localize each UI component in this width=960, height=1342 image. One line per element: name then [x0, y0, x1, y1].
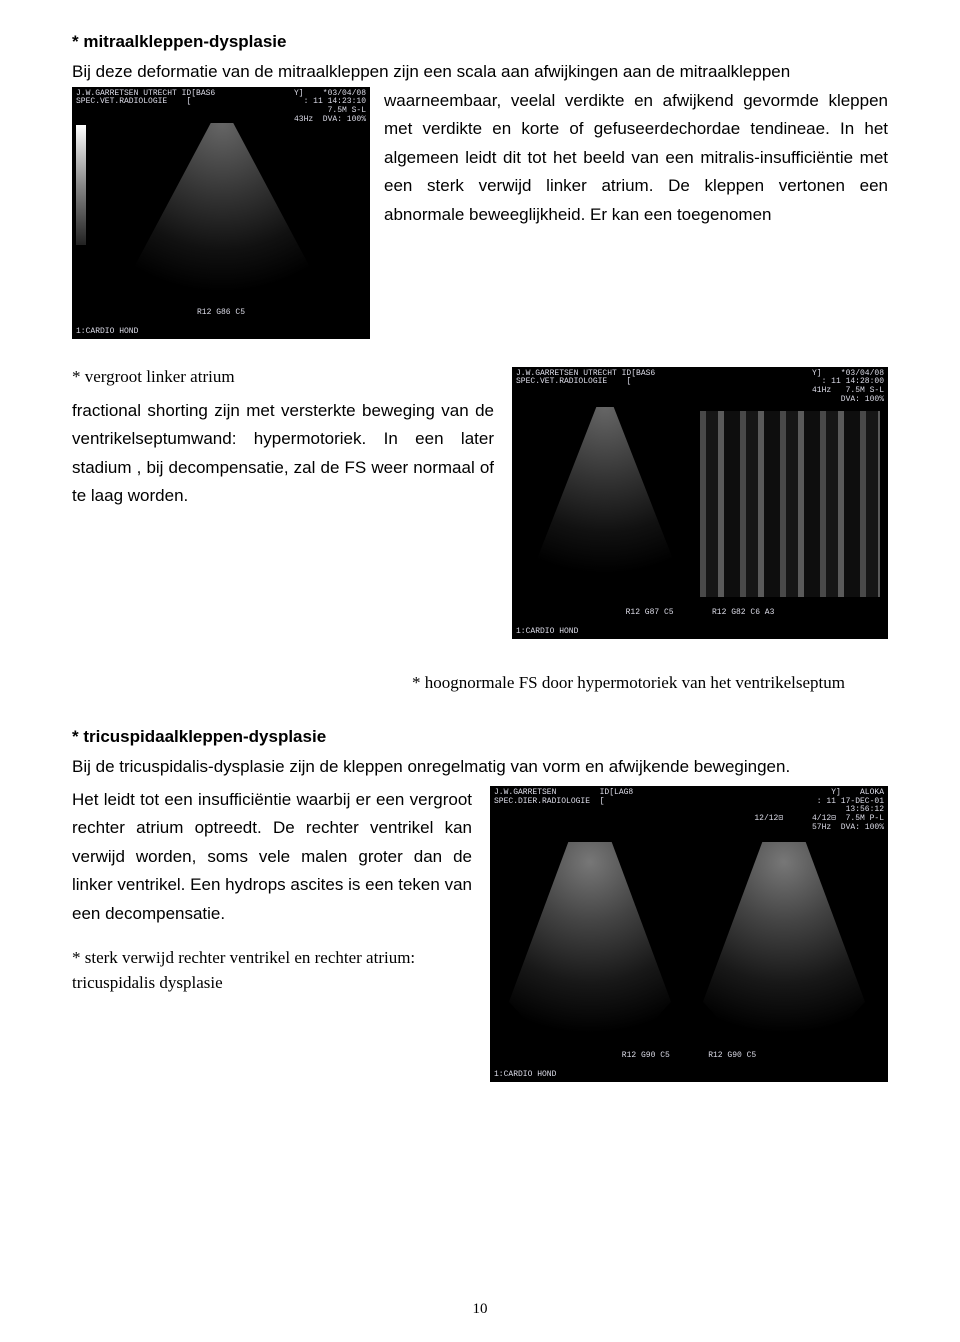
caption-hoognormale-fs: * hoognormale FS door hypermotoriek van … [412, 671, 888, 696]
caption-vergroot-atrium: * vergroot linker atrium [72, 367, 494, 387]
left-column-2: * vergroot linker atrium fractional shor… [72, 367, 494, 511]
paragraph-right-1: waarneembaar, veelal verdikte en afwijke… [384, 87, 888, 230]
paragraph-left-3: Het leidt tot een insufficiëntie waarbij… [72, 786, 472, 929]
heading-mitraalkleppen: * mitraalkleppen-dysplasie [72, 32, 888, 52]
ultrasound-cone-1 [112, 123, 332, 303]
page-number: 10 [473, 1301, 488, 1318]
ultrasound-image-1: J.W.GARRETSEN UTRECHT ID[BAS6 SPEC.VET.R… [72, 87, 370, 339]
caption-verwijd-ventrikel: * sterk verwijd rechter ventrikel en rec… [72, 946, 472, 995]
ultrasound-header-3: J.W.GARRETSEN ID[LAG8 SPEC.DIER.RADIOLOG… [494, 789, 884, 833]
heading-tricuspidaalkleppen: * tricuspidaalkleppen-dysplasie [72, 727, 888, 747]
ultrasound-footer-2: 1:CARDIO HOND [516, 627, 578, 636]
ultrasound-header-2: J.W.GARRETSEN UTRECHT ID[BAS6 SPEC.VET.R… [516, 370, 884, 405]
left-column-3: Het leidt tot een insufficiëntie waarbij… [72, 786, 472, 996]
ultrasound-header-left-2: J.W.GARRETSEN UTRECHT ID[BAS6 SPEC.VET.R… [516, 370, 655, 405]
row-image-text-3: Het leidt tot een insufficiëntie waarbij… [72, 786, 888, 1082]
ultrasound-gain-label-2: R12 G87 C5 R12 G82 C6 A3 [626, 608, 775, 617]
ultrasound-header-right-3: Y] ALOKA : 11 17-DEC-01 13:56:12 12/12⊡ … [754, 789, 884, 833]
mmode-panel [700, 411, 880, 597]
ultrasound-image-3: J.W.GARRETSEN ID[LAG8 SPEC.DIER.RADIOLOG… [490, 786, 888, 1082]
ultrasound-gain-label-1: R12 G86 C5 [197, 308, 245, 317]
ultrasound-cone-3-left [500, 842, 680, 1042]
greyscale-bar-icon [76, 125, 86, 245]
ultrasound-cone-3-right [694, 842, 874, 1042]
intro-line: Bij deze deformatie van de mitraalkleppe… [72, 58, 888, 87]
intro-line-3: Bij de tricuspidalis-dysplasie zijn de k… [72, 753, 888, 782]
ultrasound-header-1: J.W.GARRETSEN UTRECHT ID[BAS6 SPEC.VET.R… [76, 90, 366, 125]
paragraph-left-2: fractional shorting zijn met versterkte … [72, 397, 494, 511]
ultrasound-cone-2 [520, 407, 690, 597]
ultrasound-footer-3: 1:CARDIO HOND [494, 1070, 556, 1079]
ultrasound-footer-1: 1:CARDIO HOND [76, 327, 138, 336]
row-image-text-2: * vergroot linker atrium fractional shor… [72, 367, 888, 639]
ultrasound-header-left: J.W.GARRETSEN UTRECHT ID[BAS6 SPEC.VET.R… [76, 90, 215, 125]
ultrasound-header-right-2: Y] *03/04/08 : 11 14:28:00 41Hz 7.5M S-L… [812, 370, 884, 405]
ultrasound-image-2: J.W.GARRETSEN UTRECHT ID[BAS6 SPEC.VET.R… [512, 367, 888, 639]
ultrasound-header-right: Y] *03/04/08 : 11 14:23:10 7.5M S-L 43Hz… [294, 90, 366, 125]
ultrasound-gain-label-3: R12 G90 C5 R12 G90 C5 [622, 1051, 756, 1060]
section-tricuspidaalkleppen: * tricuspidaalkleppen-dysplasie Bij de t… [72, 727, 888, 1082]
section-mitraalkleppen: * mitraalkleppen-dysplasie Bij deze defo… [72, 32, 888, 339]
row-image-text-1: J.W.GARRETSEN UTRECHT ID[BAS6 SPEC.VET.R… [72, 87, 888, 339]
ultrasound-header-left-3: J.W.GARRETSEN ID[LAG8 SPEC.DIER.RADIOLOG… [494, 789, 633, 833]
